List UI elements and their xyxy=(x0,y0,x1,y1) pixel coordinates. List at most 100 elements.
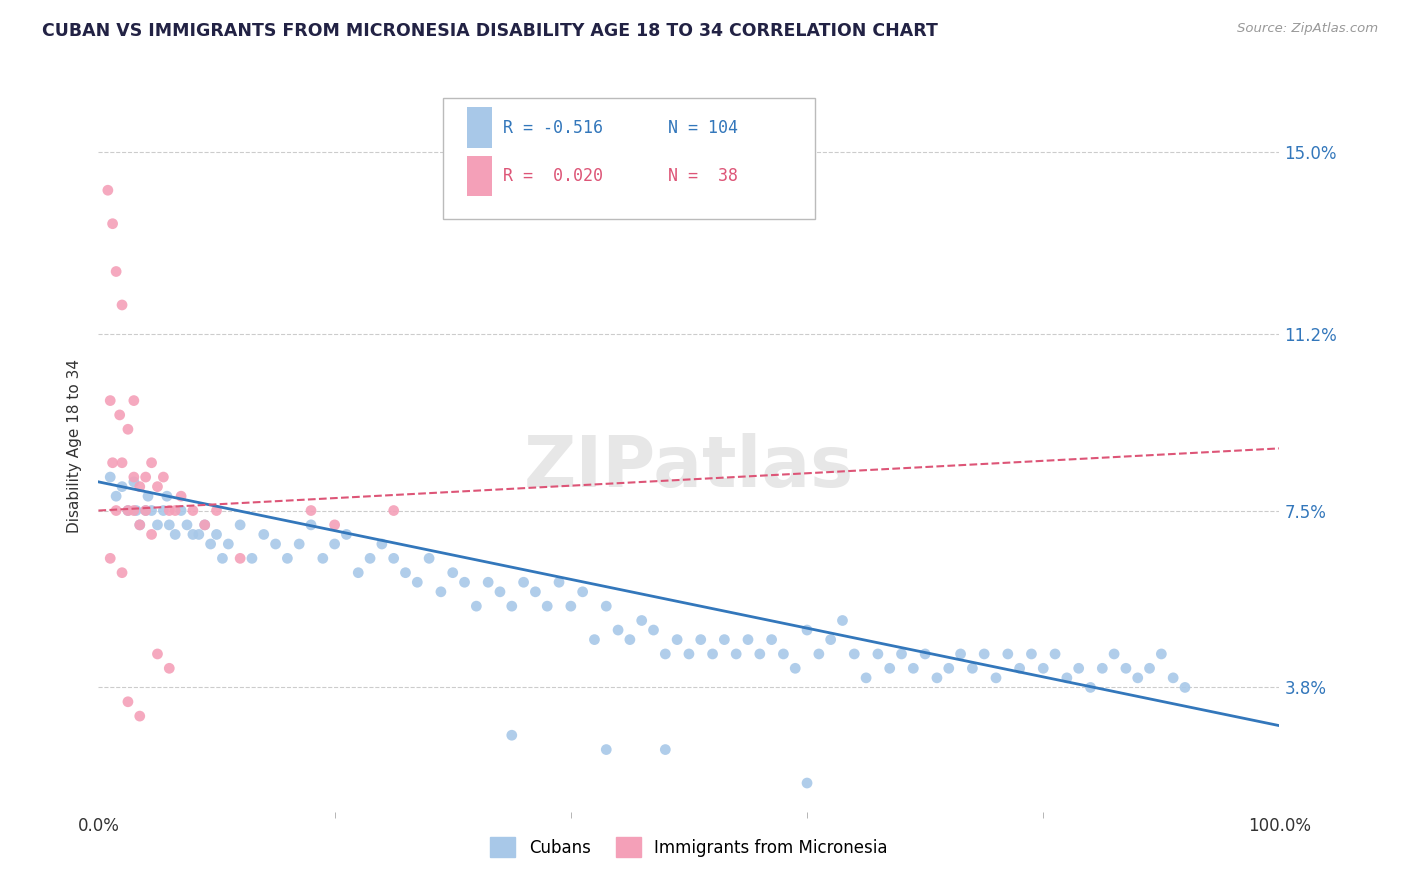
Point xyxy=(194,517,217,532)
Point xyxy=(702,647,724,661)
Point xyxy=(1032,661,1054,675)
Text: Source: ZipAtlas.com: Source: ZipAtlas.com xyxy=(1237,22,1378,36)
Point xyxy=(748,647,770,661)
Point xyxy=(135,470,157,484)
Point xyxy=(1115,661,1137,675)
Point xyxy=(135,503,157,517)
Point xyxy=(152,503,174,517)
Point xyxy=(666,632,689,647)
Point xyxy=(135,503,157,517)
Point xyxy=(949,647,972,661)
Point xyxy=(312,551,335,566)
Point xyxy=(122,475,145,489)
Point xyxy=(654,647,676,661)
Point xyxy=(211,551,233,566)
Point xyxy=(524,584,547,599)
Point xyxy=(925,671,948,685)
Point xyxy=(264,537,287,551)
Point xyxy=(98,470,121,484)
Point xyxy=(141,527,163,541)
Point xyxy=(371,537,394,551)
Point xyxy=(146,517,169,532)
Point xyxy=(117,503,139,517)
Point xyxy=(141,456,163,470)
Text: R = -0.516: R = -0.516 xyxy=(503,119,603,136)
Point xyxy=(1021,647,1043,661)
Point xyxy=(194,517,217,532)
Point xyxy=(382,503,405,517)
Point xyxy=(111,480,134,494)
Point xyxy=(181,503,204,517)
Point xyxy=(101,217,124,231)
Point xyxy=(141,503,163,517)
Point xyxy=(128,480,150,494)
Point xyxy=(382,551,405,566)
Text: CUBAN VS IMMIGRANTS FROM MICRONESIA DISABILITY AGE 18 TO 34 CORRELATION CHART: CUBAN VS IMMIGRANTS FROM MICRONESIA DISA… xyxy=(42,22,938,40)
Point xyxy=(1008,661,1031,675)
Point xyxy=(122,503,145,517)
Point xyxy=(299,503,322,517)
Point xyxy=(607,623,630,637)
Point xyxy=(122,470,145,484)
Point xyxy=(844,647,866,661)
Point xyxy=(465,599,488,614)
Point xyxy=(146,647,169,661)
Point xyxy=(98,551,121,566)
Point xyxy=(111,456,134,470)
Point xyxy=(761,632,783,647)
Point xyxy=(136,489,159,503)
Point xyxy=(512,575,534,590)
Point xyxy=(1043,647,1066,661)
Point xyxy=(501,728,523,742)
Point xyxy=(453,575,475,590)
Point xyxy=(1150,647,1173,661)
Text: ZIPatlas: ZIPatlas xyxy=(524,434,853,502)
Point xyxy=(217,537,239,551)
Point xyxy=(181,527,204,541)
Point xyxy=(737,632,759,647)
Text: N = 104: N = 104 xyxy=(668,119,738,136)
Point xyxy=(229,551,252,566)
Point xyxy=(406,575,429,590)
Point xyxy=(299,517,322,532)
Point xyxy=(157,503,180,517)
Point xyxy=(807,647,830,661)
Point xyxy=(1080,681,1102,695)
Point xyxy=(146,480,169,494)
Point xyxy=(276,551,298,566)
Point xyxy=(831,614,853,628)
Point xyxy=(176,517,198,532)
Point xyxy=(866,647,889,661)
Point xyxy=(536,599,558,614)
Point xyxy=(890,647,912,661)
Point xyxy=(117,503,139,517)
Point xyxy=(689,632,711,647)
Y-axis label: Disability Age 18 to 34: Disability Age 18 to 34 xyxy=(67,359,83,533)
Point xyxy=(796,776,818,790)
Point xyxy=(643,623,665,637)
Point xyxy=(903,661,925,675)
Point xyxy=(1126,671,1149,685)
Point xyxy=(105,489,128,503)
Point xyxy=(128,517,150,532)
Point xyxy=(229,517,252,532)
Text: R =  0.020: R = 0.020 xyxy=(503,167,603,185)
Point xyxy=(914,647,936,661)
Point xyxy=(1102,647,1125,661)
Point xyxy=(1139,661,1161,675)
Point xyxy=(128,517,150,532)
Point xyxy=(619,632,641,647)
Point xyxy=(156,489,179,503)
Point xyxy=(984,671,1007,685)
Point xyxy=(105,503,128,517)
Point xyxy=(879,661,901,675)
Point xyxy=(117,695,139,709)
Point xyxy=(111,566,134,580)
Point xyxy=(117,422,139,436)
Point xyxy=(548,575,571,590)
Point xyxy=(335,527,357,541)
Point xyxy=(125,503,148,517)
Point xyxy=(98,393,121,408)
Point xyxy=(595,742,617,756)
Point xyxy=(1161,671,1184,685)
